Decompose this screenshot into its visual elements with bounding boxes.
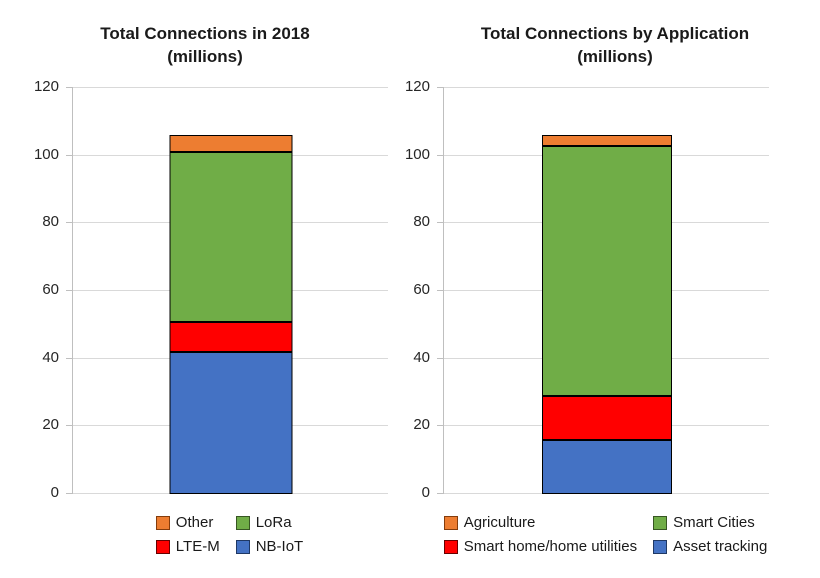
legend-label: Smart home/home utilities [463, 538, 638, 555]
legend-item-smart-cities: Smart Cities [653, 514, 767, 531]
axis-tick [66, 493, 73, 494]
legend-label: LoRa [255, 514, 292, 531]
axis-tick [437, 425, 444, 426]
y-axis-tick-label: 60 [413, 281, 430, 298]
axis-tick [437, 222, 444, 223]
chart-total-connections-2018: Total Connections in 2018 (millions) 0 20… [0, 22, 410, 555]
axis-tick [437, 87, 444, 88]
axis-tick [437, 358, 444, 359]
y-axis-tick-label: 100 [33, 146, 59, 163]
y-axis-tick-label: 40 [42, 349, 59, 366]
chart-title-line1: Total Connections in 2018 [100, 24, 310, 43]
bar-segment-smart-home-home-utilities [541, 395, 672, 440]
y-axis-tick-label: 20 [42, 416, 59, 433]
legend-swatch-smart-home-home-utilities [443, 539, 458, 554]
y-axis-tick-label: 0 [50, 484, 59, 501]
axis-tick [66, 222, 73, 223]
legend-swatch-lora [235, 515, 250, 530]
legend-swatch-other [155, 515, 170, 530]
bar-segment-agriculture [541, 135, 672, 146]
legend-label: Smart Cities [673, 514, 755, 531]
legend-item-asset-tracking: Asset tracking [653, 538, 767, 555]
bar-segment-nb-iot [169, 351, 292, 494]
axis-tick [66, 87, 73, 88]
legend-label: Other [175, 514, 214, 531]
legend-item-nb-iot: NB-IoT [235, 538, 304, 555]
chart-title: Total Connections in 2018 (millions) [0, 22, 410, 68]
chart-total-connections-by-application: Total Connections by Application (millio… [405, 0, 820, 578]
axis-tick [66, 290, 73, 291]
legend-swatch-nb-iot [235, 539, 250, 554]
y-axis-tick-label: 120 [404, 78, 430, 95]
legend-item-lte-m: LTE-M [155, 538, 220, 555]
y-axis-tick-label: 80 [42, 213, 59, 230]
chart-title: Total Connections by Application (millio… [410, 22, 820, 68]
legend-label: Agriculture [463, 514, 536, 531]
bar-segment-other [169, 135, 292, 153]
stacked-bar [541, 135, 672, 494]
legend-label: LTE-M [175, 538, 220, 555]
legend-item-smart-home-home-utilities: Smart home/home utilities [443, 538, 638, 555]
legend-swatch-smart-cities [653, 515, 668, 530]
legend-item-other: Other [155, 514, 220, 531]
axis-tick [437, 493, 444, 494]
legend-label: Asset tracking [673, 538, 768, 555]
y-axis-tick-label: 60 [42, 281, 59, 298]
bar-segment-lte-m [169, 321, 292, 352]
axis-tick [66, 155, 73, 156]
chart-title-line2: (millions) [167, 47, 243, 66]
legend-label: NB-IoT [255, 538, 304, 555]
legend-item-lora: LoRa [235, 514, 304, 531]
bar-segment-lora [169, 152, 292, 322]
y-axis-tick-label: 0 [421, 484, 430, 501]
y-axis-tick-label: 120 [33, 78, 59, 95]
legend-item-agriculture: Agriculture [443, 514, 637, 531]
y-axis-tick-label: 40 [413, 349, 430, 366]
axis-tick [437, 290, 444, 291]
gridline [73, 87, 388, 88]
legend: Agriculture Smart Cities Smart home/home u… [443, 514, 768, 555]
bar-segment-asset-tracking [541, 439, 672, 494]
plot-area: 0 20 40 60 80 100 120 [405, 78, 769, 501]
legend-swatch-asset-tracking [653, 539, 668, 554]
legend-swatch-lte-m [155, 539, 170, 554]
y-axis-tick-label: 100 [404, 146, 430, 163]
gridline [444, 87, 769, 88]
axis-tick [66, 358, 73, 359]
chart-title-line2: (millions) [577, 47, 653, 66]
axis-tick [437, 155, 444, 156]
bar-segment-smart-cities [541, 145, 672, 396]
plot-area: 0 20 40 60 80 100 120 [34, 78, 388, 501]
axis-tick [66, 425, 73, 426]
legend-swatch-agriculture [443, 515, 458, 530]
stacked-bar [169, 135, 292, 494]
y-axis-tick-label: 20 [413, 416, 430, 433]
legend: Other LoRa LTE-M NB-IoT [72, 514, 387, 555]
y-axis-tick-label: 80 [413, 213, 430, 230]
chart-title-line1: Total Connections by Application [480, 24, 750, 43]
